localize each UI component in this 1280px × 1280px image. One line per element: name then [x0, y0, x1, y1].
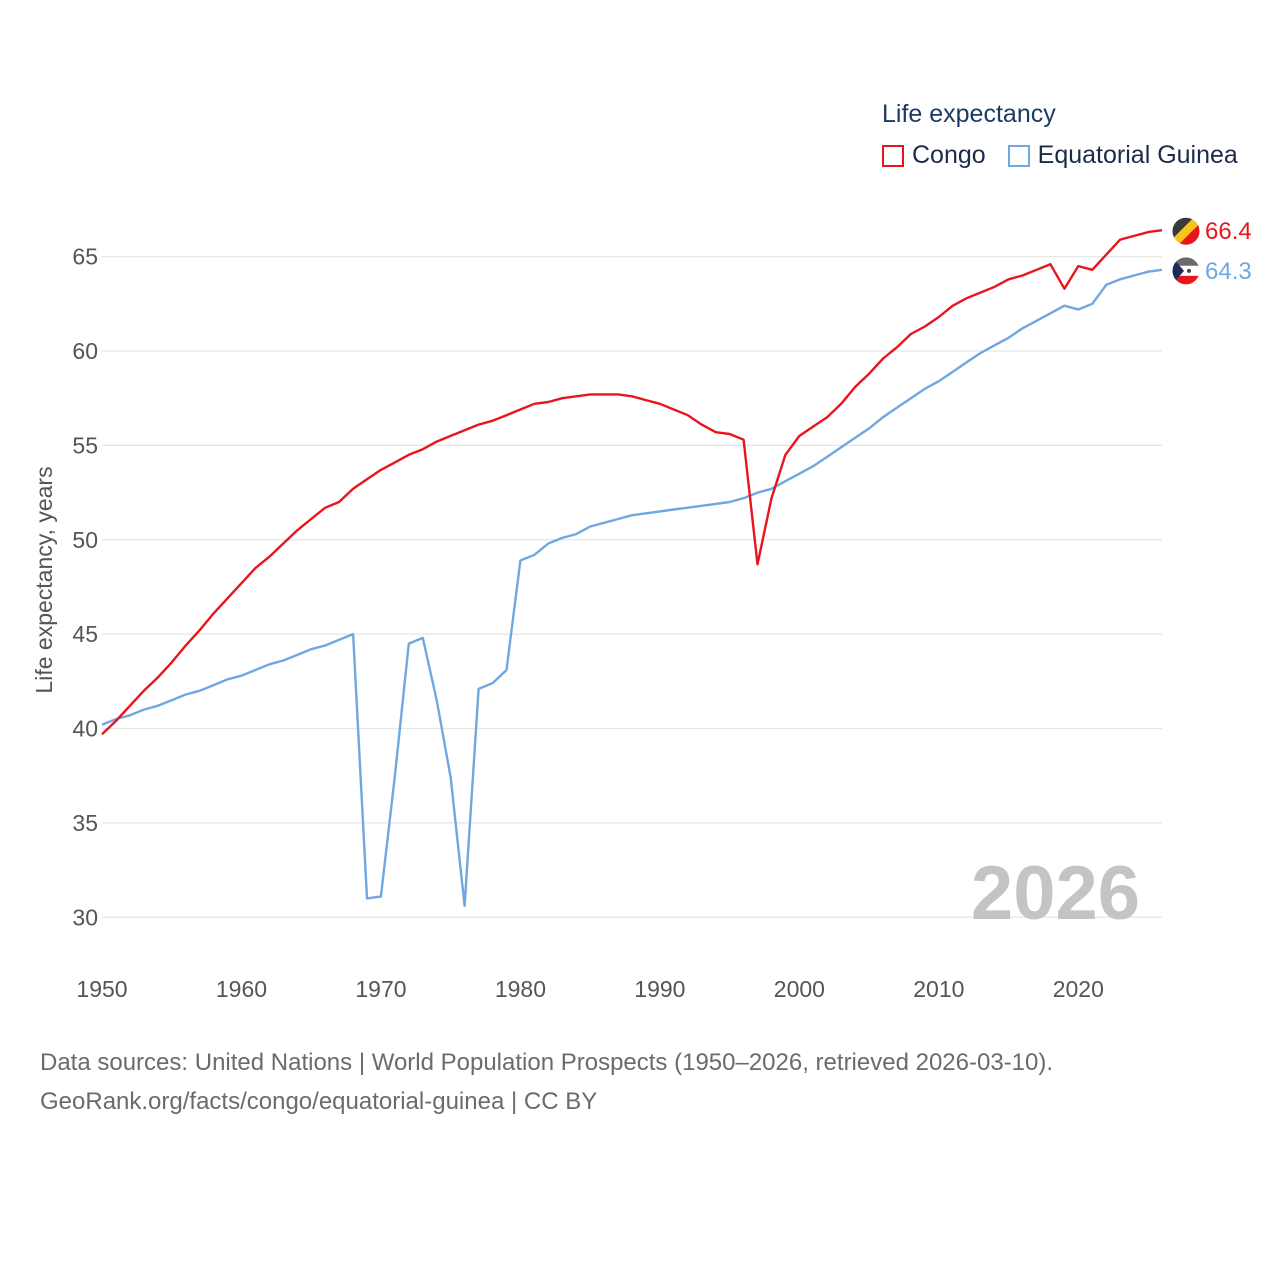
end-value-label-congo: 66.4 — [1205, 218, 1252, 245]
x-tick-label-1990: 1990 — [634, 976, 685, 1002]
x-tick-label-1960: 1960 — [216, 976, 267, 1002]
flag-icon-equatorial-guinea — [1171, 256, 1201, 286]
y-tick-label-45: 45 — [72, 621, 98, 647]
legend-item-equatorial-guinea[interactable]: Equatorial Guinea — [1007, 141, 1238, 170]
legend-title: Life expectancy — [882, 100, 1056, 128]
legend: Life expectancy Congo Equatorial Guinea — [882, 100, 1260, 170]
x-tick-label-1980: 1980 — [495, 976, 546, 1002]
source-line-1: Data sources: United Nations | World Pop… — [40, 1049, 1054, 1076]
y-tick-label-30: 30 — [72, 904, 98, 930]
legend-item-congo[interactable]: Congo — [882, 141, 986, 170]
source-note: Data sources: United Nations | World Pop… — [40, 1043, 1053, 1121]
x-tick-label-1950: 1950 — [76, 976, 127, 1002]
y-tick-label-65: 65 — [72, 244, 98, 270]
y-axis-label: Life expectancy, years — [31, 466, 57, 693]
y-tick-label-55: 55 — [72, 432, 98, 458]
legend-label-equatorial-guinea: Equatorial Guinea — [1037, 141, 1238, 169]
y-tick-label-40: 40 — [72, 716, 98, 742]
y-tick-label-35: 35 — [72, 810, 98, 836]
series-line-congo — [101, 229, 1163, 736]
x-tick-label-2000: 2000 — [774, 976, 825, 1002]
current-year-badge: 2026 — [970, 851, 1140, 936]
source-line-2[interactable]: GeoRank.org/facts/congo/equatorial-guine… — [40, 1088, 598, 1115]
legend-swatch-equatorial-guinea — [1007, 144, 1030, 167]
y-tick-label-60: 60 — [72, 338, 98, 364]
legend-label-congo: Congo — [912, 141, 986, 169]
x-tick-label-2010: 2010 — [913, 976, 964, 1002]
x-tick-label-1970: 1970 — [355, 976, 406, 1002]
x-tick-label-2020: 2020 — [1053, 976, 1104, 1002]
y-tick-label-50: 50 — [72, 527, 98, 553]
flag-icon-congo — [1171, 216, 1201, 246]
series-line-equatorial-guinea — [101, 268, 1163, 908]
legend-swatch-congo — [882, 144, 904, 167]
end-value-label-equatorial-guinea: 64.3 — [1205, 258, 1252, 285]
